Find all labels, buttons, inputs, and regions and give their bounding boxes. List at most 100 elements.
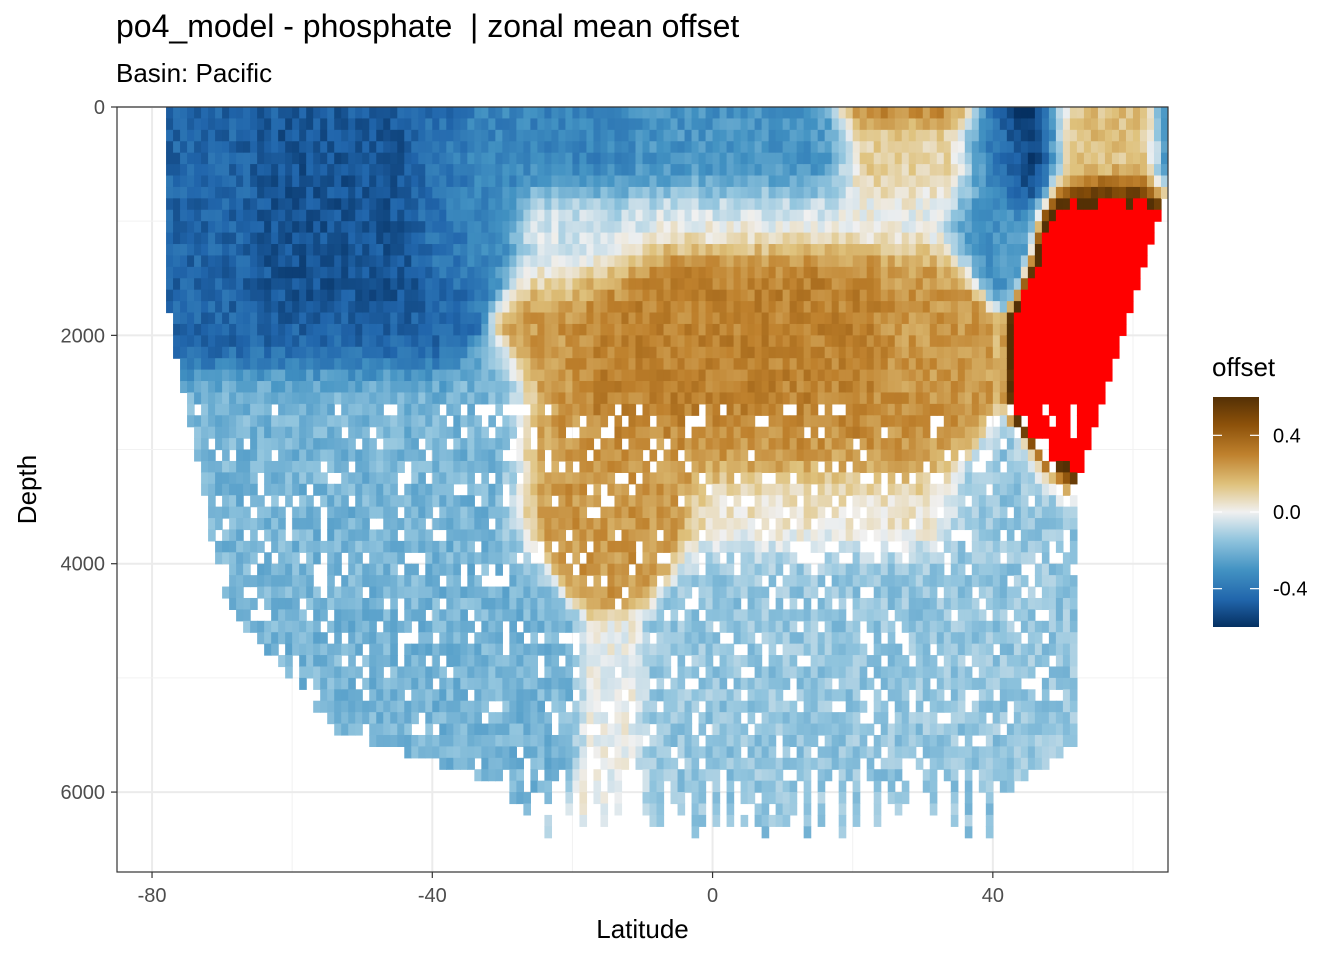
heatmap-cell <box>271 255 279 268</box>
heatmap-cell <box>348 563 356 576</box>
heatmap-cell <box>733 609 742 622</box>
heatmap-cell <box>383 415 391 428</box>
heatmap-cell <box>663 415 672 428</box>
heatmap-cell <box>558 107 567 120</box>
heatmap-cell <box>824 301 833 314</box>
heatmap-cell <box>215 186 223 199</box>
heatmap-cell <box>817 540 826 553</box>
heatmap-cell <box>684 175 693 188</box>
heatmap-cell <box>229 118 237 131</box>
heatmap-cell <box>362 198 370 211</box>
heatmap-cell <box>432 381 440 394</box>
heatmap-cell <box>362 118 370 131</box>
heatmap-cell <box>803 472 812 485</box>
heatmap-cell <box>201 164 209 177</box>
heatmap-cell <box>250 438 258 451</box>
heatmap-cell <box>782 792 791 805</box>
heatmap-cell <box>397 152 405 165</box>
heatmap-cell <box>201 483 209 496</box>
heatmap-cell <box>229 198 237 211</box>
heatmap-cell <box>775 449 784 462</box>
heatmap-cell <box>838 460 847 473</box>
heatmap-cell <box>292 198 300 211</box>
heatmap-cell <box>733 152 742 165</box>
heatmap-cell <box>677 643 686 656</box>
heatmap-cell <box>509 198 517 211</box>
heatmap-cell <box>215 323 223 336</box>
heatmap-cell <box>278 540 286 553</box>
heatmap-cell <box>292 552 300 565</box>
heatmap-cell <box>572 221 581 234</box>
heatmap-cell <box>803 620 812 633</box>
heatmap-cell <box>488 312 496 325</box>
heatmap-cell <box>656 460 665 473</box>
heatmap-cell <box>544 118 553 131</box>
heatmap-cell <box>705 472 714 485</box>
heatmap-cell <box>740 677 749 690</box>
heatmap-cell <box>810 118 819 131</box>
heatmap-cell <box>509 232 517 245</box>
heatmap-cell <box>649 780 658 793</box>
heatmap-cell <box>635 563 644 576</box>
heatmap-cell <box>285 141 293 154</box>
heatmap-cell <box>348 369 356 382</box>
heatmap-cell <box>537 266 546 279</box>
heatmap-cell <box>306 301 314 314</box>
heatmap-cell <box>173 289 181 302</box>
heatmap-cell <box>439 289 447 302</box>
heatmap-cell <box>264 483 272 496</box>
heatmap-cell <box>761 175 770 188</box>
heatmap-cell <box>257 141 265 154</box>
heatmap-cell <box>446 301 454 314</box>
heatmap-cell <box>376 198 384 211</box>
heatmap-cell <box>264 312 272 325</box>
heatmap-cell <box>250 289 258 302</box>
heatmap-cell <box>824 164 833 177</box>
heatmap-cell <box>495 746 503 759</box>
heatmap-cell <box>803 460 812 473</box>
heatmap-cell <box>565 118 574 131</box>
heatmap-cell <box>698 689 707 702</box>
heatmap-cell <box>516 506 524 519</box>
heatmap-cell <box>824 244 833 257</box>
heatmap-cell <box>376 164 384 177</box>
heatmap-cell <box>530 358 538 371</box>
heatmap-cell <box>348 483 356 496</box>
heatmap-cell <box>698 518 707 531</box>
heatmap-cell <box>810 335 819 348</box>
heatmap-cell <box>327 506 335 519</box>
heatmap-cell <box>642 392 651 405</box>
heatmap-cell <box>334 460 342 473</box>
heatmap-cell <box>726 164 735 177</box>
heatmap-cell <box>663 597 672 610</box>
heatmap-cell <box>341 518 349 531</box>
heatmap-cell <box>600 141 609 154</box>
heatmap-cell <box>551 232 560 245</box>
heatmap-cell <box>334 312 342 325</box>
heatmap-cell <box>264 597 272 610</box>
heatmap-cell <box>320 152 328 165</box>
heatmap-cell <box>803 597 812 610</box>
heatmap-cell <box>572 118 581 131</box>
heatmap-cell <box>460 460 468 473</box>
heatmap-cell <box>509 495 517 508</box>
heatmap-cell <box>341 403 349 416</box>
heatmap-cell <box>544 232 553 245</box>
heatmap-cell <box>166 209 174 222</box>
heatmap-cell <box>754 266 763 279</box>
heatmap-cell <box>432 666 440 679</box>
heatmap-cell <box>439 266 447 279</box>
heatmap-cell <box>593 152 602 165</box>
heatmap-cell <box>677 175 686 188</box>
heatmap-cell <box>362 403 370 416</box>
heatmap-cell <box>236 472 244 485</box>
heatmap-cell <box>194 164 202 177</box>
heatmap-cell <box>341 575 349 588</box>
heatmap-cell <box>691 107 700 120</box>
heatmap-cell <box>201 118 209 131</box>
heatmap-cell <box>418 335 426 348</box>
heatmap-cell <box>348 575 356 588</box>
heatmap-cell <box>768 392 777 405</box>
heatmap-cell <box>810 734 819 748</box>
heatmap-cell <box>509 175 517 188</box>
